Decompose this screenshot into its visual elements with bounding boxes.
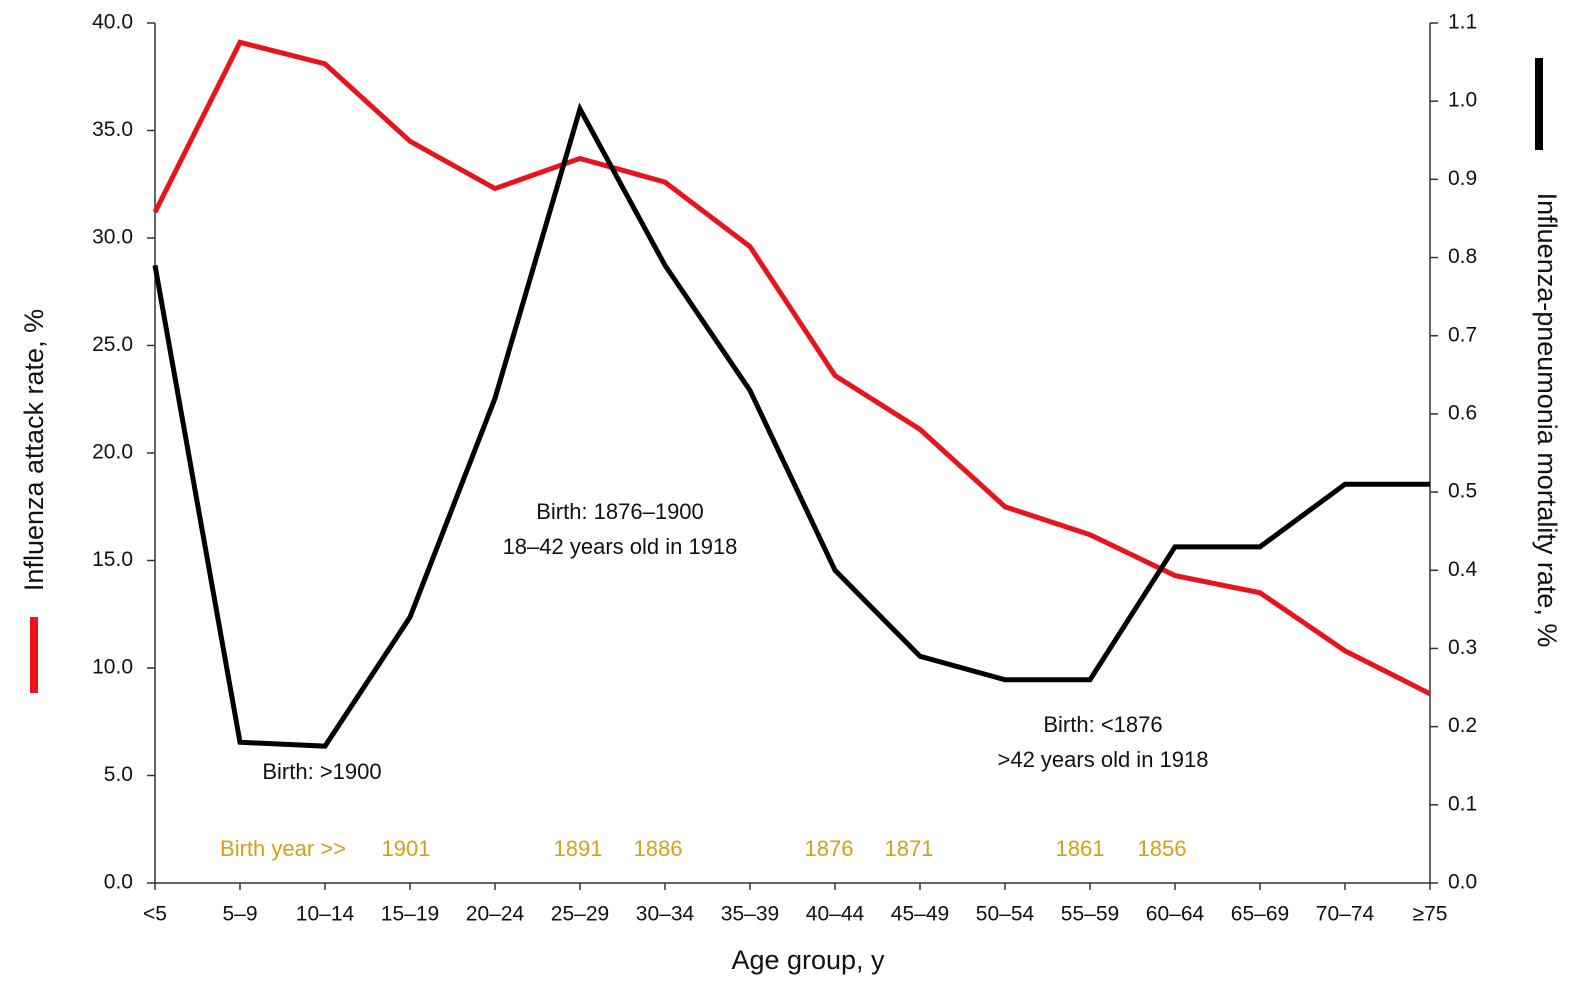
x-tick-label: 45–49 bbox=[891, 903, 949, 926]
y-tick-label: 5.0 bbox=[104, 763, 133, 786]
x-tick-label: 30–34 bbox=[636, 903, 695, 926]
y2-tick-label: 0.3 bbox=[1448, 636, 1477, 659]
y2-tick-label: 0.5 bbox=[1448, 480, 1477, 503]
legend-swatch bbox=[1535, 58, 1543, 150]
y2-tick-label: 0.8 bbox=[1448, 245, 1477, 268]
y-tick-label: 10.0 bbox=[92, 656, 133, 679]
y-tick-label: 0.0 bbox=[104, 871, 133, 894]
birth-year: 1871 bbox=[885, 836, 934, 861]
y-tick-label: 40.0 bbox=[92, 11, 133, 34]
birth-year: 1861 bbox=[1056, 836, 1105, 861]
x-tick-label: 35–39 bbox=[721, 903, 779, 926]
y2-tick-label: 0.0 bbox=[1448, 871, 1477, 894]
annotation: >42 years old in 1918 bbox=[998, 747, 1209, 772]
birth-year: 1886 bbox=[634, 836, 683, 861]
legend-swatch bbox=[30, 617, 38, 693]
birth-year: 1891 bbox=[554, 836, 603, 861]
birth-year: 1901 bbox=[382, 836, 431, 861]
annotation: 18–42 years old in 1918 bbox=[503, 534, 738, 559]
x-tick-label: 5–9 bbox=[222, 903, 257, 926]
y-axis-title: Influenza attack rate, % bbox=[19, 309, 49, 591]
y-tick-label: 30.0 bbox=[92, 226, 133, 249]
x-tick-label: 60–64 bbox=[1146, 903, 1205, 926]
annotation: Birth: 1876–1900 bbox=[536, 499, 704, 524]
x-tick-label: 50–54 bbox=[976, 903, 1035, 926]
birth-year: 1876 bbox=[805, 836, 854, 861]
y2-tick-label: 0.7 bbox=[1448, 323, 1477, 346]
x-tick-label: 40–44 bbox=[806, 903, 865, 926]
y-tick-label: 15.0 bbox=[92, 548, 133, 571]
y-tick-label: 25.0 bbox=[92, 333, 133, 356]
x-tick-label: 70–74 bbox=[1316, 903, 1375, 926]
x-tick-label: ≥75 bbox=[1413, 903, 1448, 926]
y-tick-label: 20.0 bbox=[92, 441, 133, 464]
y-tick-label: 35.0 bbox=[92, 118, 133, 141]
birth-year-label: Birth year >> bbox=[220, 836, 346, 861]
birth-year: 1856 bbox=[1138, 836, 1187, 861]
x-tick-label: <5 bbox=[143, 903, 167, 926]
annotation: Birth: >1900 bbox=[262, 759, 381, 784]
y2-tick-label: 0.6 bbox=[1448, 401, 1477, 424]
annotation: Birth: <1876 bbox=[1043, 712, 1162, 737]
x-tick-label: 20–24 bbox=[466, 903, 525, 926]
y2-axis-title: Influenza-pneumonia mortality rate, % bbox=[1532, 193, 1562, 648]
y2-tick-label: 1.0 bbox=[1448, 89, 1477, 112]
series-line bbox=[152, 102, 1430, 749]
y2-tick-label: 0.9 bbox=[1448, 167, 1477, 190]
y2-tick-label: 0.4 bbox=[1448, 558, 1478, 581]
series-line bbox=[152, 39, 1432, 697]
y2-tick-label: 0.2 bbox=[1448, 714, 1477, 737]
x-tick-label: 10–14 bbox=[296, 903, 355, 926]
y2-tick-label: 0.1 bbox=[1448, 792, 1477, 815]
x-tick-label: 25–29 bbox=[551, 903, 609, 926]
x-tick-label: 65–69 bbox=[1231, 903, 1289, 926]
x-tick-label: 55–59 bbox=[1061, 903, 1119, 926]
x-tick-label: 15–19 bbox=[381, 903, 439, 926]
x-axis-title: Age group, y bbox=[731, 945, 885, 975]
y2-tick-label: 1.1 bbox=[1448, 11, 1477, 34]
